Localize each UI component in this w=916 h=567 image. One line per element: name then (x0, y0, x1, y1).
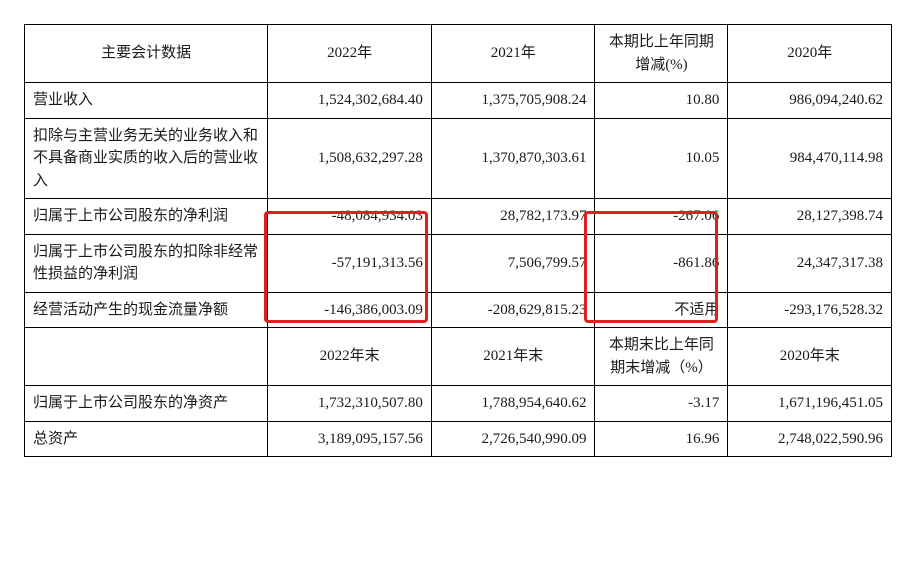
cell-value: 1,732,310,507.80 (268, 386, 432, 422)
cell-value: 28,782,173.97 (431, 199, 595, 235)
row-label: 扣除与主营业务无关的业务收入和不具备商业实质的收入后的营业收入 (25, 118, 268, 199)
table-row: 归属于上市公司股东的扣除非经常性损益的净利润 -57,191,313.56 7,… (25, 234, 892, 292)
cell-value: 16.96 (595, 421, 728, 457)
table-header-row-2: 2022年末 2021年末 本期末比上年同期末增减（%） 2020年末 (25, 328, 892, 386)
row-label: 归属于上市公司股东的净利润 (25, 199, 268, 235)
table-row: 营业收入 1,524,302,684.40 1,375,705,908.24 1… (25, 83, 892, 119)
cell-value: -293,176,528.32 (728, 292, 892, 328)
cell-value: 2,748,022,590.96 (728, 421, 892, 457)
cell-value: -208,629,815.23 (431, 292, 595, 328)
table-header-row: 主要会计数据 2022年 2021年 本期比上年同期增减(%) 2020年 (25, 25, 892, 83)
header2-blank (25, 328, 268, 386)
cell-value: 1,671,196,451.05 (728, 386, 892, 422)
cell-value: 1,788,954,640.62 (431, 386, 595, 422)
row-label: 归属于上市公司股东的扣除非经常性损益的净利润 (25, 234, 268, 292)
table-row: 归属于上市公司股东的净资产 1,732,310,507.80 1,788,954… (25, 386, 892, 422)
header-2020: 2020年 (728, 25, 892, 83)
row-label: 经营活动产生的现金流量净额 (25, 292, 268, 328)
cell-value: 3,189,095,157.56 (268, 421, 432, 457)
header-change: 本期比上年同期增减(%) (595, 25, 728, 83)
cell-value: 1,524,302,684.40 (268, 83, 432, 119)
row-label: 营业收入 (25, 83, 268, 119)
table-row: 经营活动产生的现金流量净额 -146,386,003.09 -208,629,8… (25, 292, 892, 328)
cell-value: -267.06 (595, 199, 728, 235)
cell-value: 不适用 (595, 292, 728, 328)
cell-value: -146,386,003.09 (268, 292, 432, 328)
cell-value: -57,191,313.56 (268, 234, 432, 292)
header2-2020: 2020年末 (728, 328, 892, 386)
row-label: 归属于上市公司股东的净资产 (25, 386, 268, 422)
header2-2022: 2022年末 (268, 328, 432, 386)
cell-value: -48,084,934.03 (268, 199, 432, 235)
table-row: 扣除与主营业务无关的业务收入和不具备商业实质的收入后的营业收入 1,508,63… (25, 118, 892, 199)
cell-value: 7,506,799.57 (431, 234, 595, 292)
cell-value: 1,370,870,303.61 (431, 118, 595, 199)
table-row: 总资产 3,189,095,157.56 2,726,540,990.09 16… (25, 421, 892, 457)
cell-value: -3.17 (595, 386, 728, 422)
cell-value: 10.05 (595, 118, 728, 199)
financial-table-wrap: 主要会计数据 2022年 2021年 本期比上年同期增减(%) 2020年 营业… (24, 24, 892, 457)
cell-value: -861.86 (595, 234, 728, 292)
cell-value: 28,127,398.74 (728, 199, 892, 235)
header-metric: 主要会计数据 (25, 25, 268, 83)
cell-value: 1,375,705,908.24 (431, 83, 595, 119)
header-2021: 2021年 (431, 25, 595, 83)
cell-value: 986,094,240.62 (728, 83, 892, 119)
cell-value: 24,347,317.38 (728, 234, 892, 292)
cell-value: 1,508,632,297.28 (268, 118, 432, 199)
header2-2021: 2021年末 (431, 328, 595, 386)
financial-table: 主要会计数据 2022年 2021年 本期比上年同期增减(%) 2020年 营业… (24, 24, 892, 457)
row-label: 总资产 (25, 421, 268, 457)
cell-value: 984,470,114.98 (728, 118, 892, 199)
cell-value: 2,726,540,990.09 (431, 421, 595, 457)
cell-value: 10.80 (595, 83, 728, 119)
header-2022: 2022年 (268, 25, 432, 83)
header2-change: 本期末比上年同期末增减（%） (595, 328, 728, 386)
table-row: 归属于上市公司股东的净利润 -48,084,934.03 28,782,173.… (25, 199, 892, 235)
